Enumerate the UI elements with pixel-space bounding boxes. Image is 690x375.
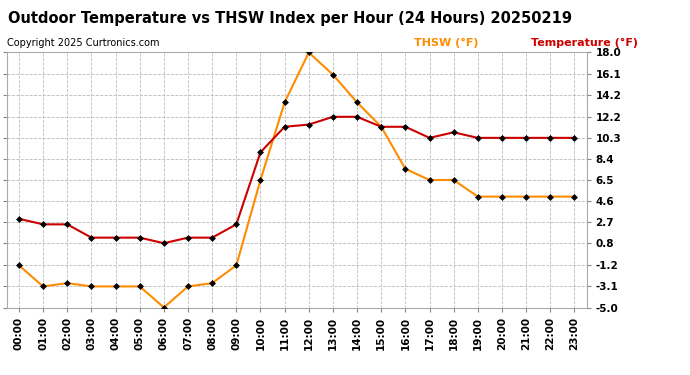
Text: Outdoor Temperature vs THSW Index per Hour (24 Hours) 20250219: Outdoor Temperature vs THSW Index per Ho…: [8, 11, 572, 26]
Text: Copyright 2025 Curtronics.com: Copyright 2025 Curtronics.com: [7, 38, 159, 48]
Text: THSW (°F): THSW (°F): [414, 38, 478, 48]
Text: Temperature (°F): Temperature (°F): [531, 38, 638, 48]
